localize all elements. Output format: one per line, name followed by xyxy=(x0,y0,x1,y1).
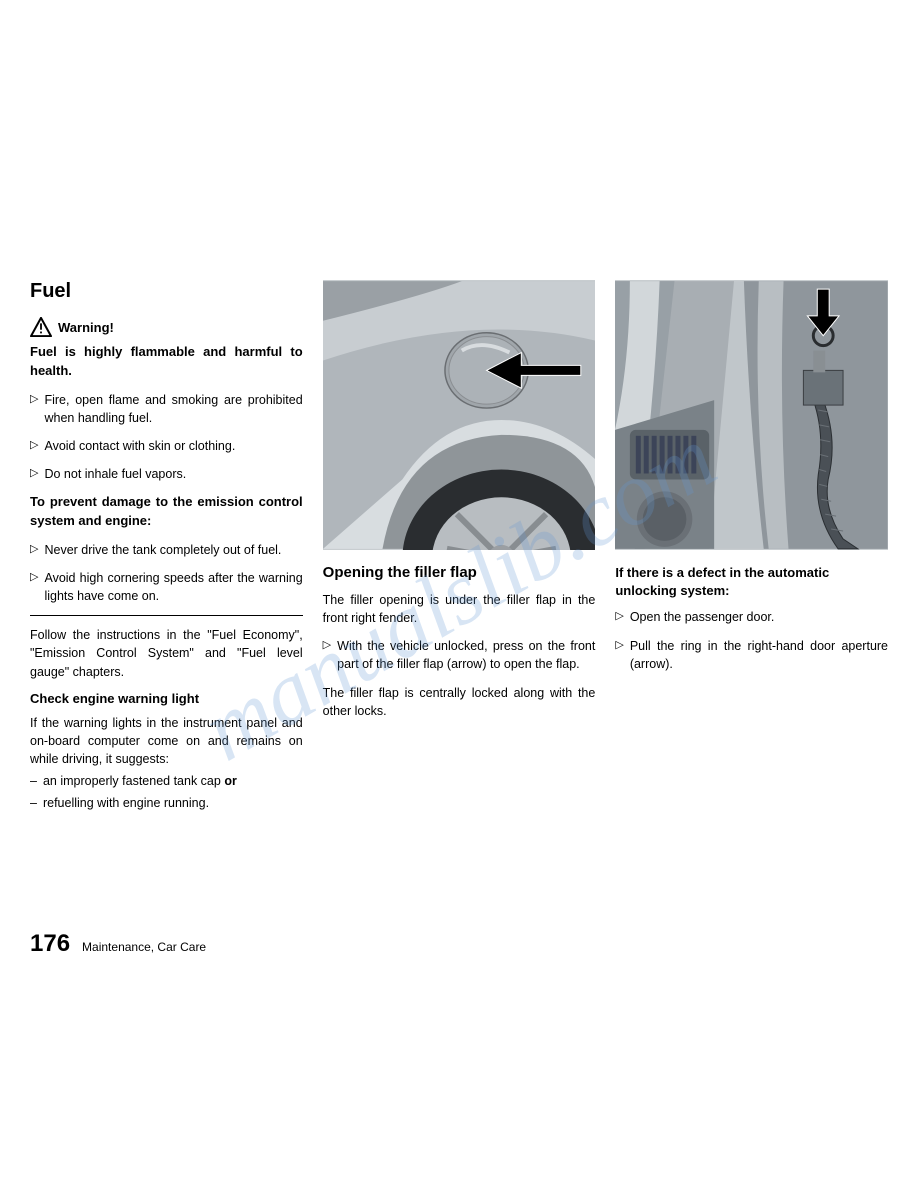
bullet-text: Never drive the tank completely out of f… xyxy=(44,541,281,559)
bullet-text: Fire, open flame and smoking are prohibi… xyxy=(44,391,302,427)
fuel-flap-image: A31 022 xyxy=(323,280,596,550)
warning-label: Warning! xyxy=(58,320,114,335)
bullet-text: Avoid contact with skin or clothing. xyxy=(44,437,235,455)
check-engine-heading: Check engine warning light xyxy=(30,691,303,706)
defect-bullet-2: ▷ Pull the ring in the right-hand door a… xyxy=(615,637,888,673)
triangle-bullet-icon: ▷ xyxy=(30,392,38,428)
filler-flap-bullet: ▷ With the vehicle unlocked, press on th… xyxy=(323,637,596,673)
divider xyxy=(30,615,303,616)
defect-bullet-1: ▷ Open the passenger door. xyxy=(615,608,888,626)
bullet-text: Do not inhale fuel vapors. xyxy=(44,465,186,483)
bullet-item: ▷Fire, open flame and smoking are prohib… xyxy=(30,391,303,427)
dash-text: an improperly fastened tank cap or xyxy=(43,772,237,790)
bullet-item: ▷ Do not inhale fuel vapors. xyxy=(30,465,303,483)
triangle-bullet-icon: ▷ xyxy=(615,609,623,627)
filler-flap-body2: The filler flap is centrally locked alon… xyxy=(323,684,596,720)
middle-column: A31 022 xyxy=(323,280,596,816)
bullet-item: ▷ Avoid contact with skin or clothing. xyxy=(30,437,303,455)
fuel-flap-illustration xyxy=(323,280,596,550)
page-footer: 176 Maintenance, Car Care xyxy=(30,930,206,958)
bullet-text: Pull the ring in the right-hand door ape… xyxy=(630,637,888,673)
warning-icon xyxy=(30,317,52,337)
page-content: Fuel Warning! Fuel is highly flammable a… xyxy=(30,280,888,816)
triangle-bullet-icon: ▷ xyxy=(30,542,38,560)
warning-body: Fuel is highly flammable and harmful to … xyxy=(30,343,303,381)
filler-flap-body1: The filler opening is under the filler f… xyxy=(323,591,596,627)
dash-text: refuelling with engine running. xyxy=(43,794,209,812)
dash-item: –an improperly fastened tank cap or xyxy=(30,772,303,790)
bullet-text: With the vehicle unlocked, press on the … xyxy=(337,637,595,673)
defect-heading: If there is a defect in the automatic un… xyxy=(615,564,888,600)
check-engine-body: If the warning lights in the instrument … xyxy=(30,714,303,768)
dash-marker: – xyxy=(30,772,37,790)
bullet-item: ▷Avoid high cornering speeds after the w… xyxy=(30,569,303,605)
dash-item: –refuelling with engine running. xyxy=(30,794,303,812)
door-aperture-image: AV1 082 xyxy=(615,280,888,550)
bullet-text: Open the passenger door. xyxy=(630,608,775,626)
triangle-bullet-icon: ▷ xyxy=(323,638,331,674)
triangle-bullet-icon: ▷ xyxy=(30,570,38,606)
right-column: AV1 082 xyxy=(615,280,888,816)
left-column: Fuel Warning! Fuel is highly flammable a… xyxy=(30,280,303,816)
section-title: Fuel xyxy=(30,280,303,303)
filler-flap-heading: Opening the filler flap xyxy=(323,564,596,581)
check-engine-list: –an improperly fastened tank cap or–refu… xyxy=(30,772,303,812)
triangle-bullet-icon: ▷ xyxy=(615,638,623,674)
bullet-item: ▷ Never drive the tank completely out of … xyxy=(30,541,303,559)
prevent-bullets: ▷ Never drive the tank completely out of … xyxy=(30,541,303,605)
prevent-heading: To prevent damage to the emission contro… xyxy=(30,493,303,531)
triangle-bullet-icon: ▷ xyxy=(30,466,38,484)
bullet-text: Avoid high cornering speeds after the wa… xyxy=(44,569,302,605)
warning-bullets: ▷Fire, open flame and smoking are prohib… xyxy=(30,391,303,484)
warning-heading: Warning! xyxy=(30,317,303,337)
page-number: 176 xyxy=(30,930,70,958)
dash-marker: – xyxy=(30,794,37,812)
footer-section-text: Maintenance, Car Care xyxy=(82,940,206,954)
triangle-bullet-icon: ▷ xyxy=(30,438,38,456)
follow-text: Follow the instructions in the "Fuel Eco… xyxy=(30,626,303,680)
door-aperture-illustration xyxy=(615,280,888,550)
